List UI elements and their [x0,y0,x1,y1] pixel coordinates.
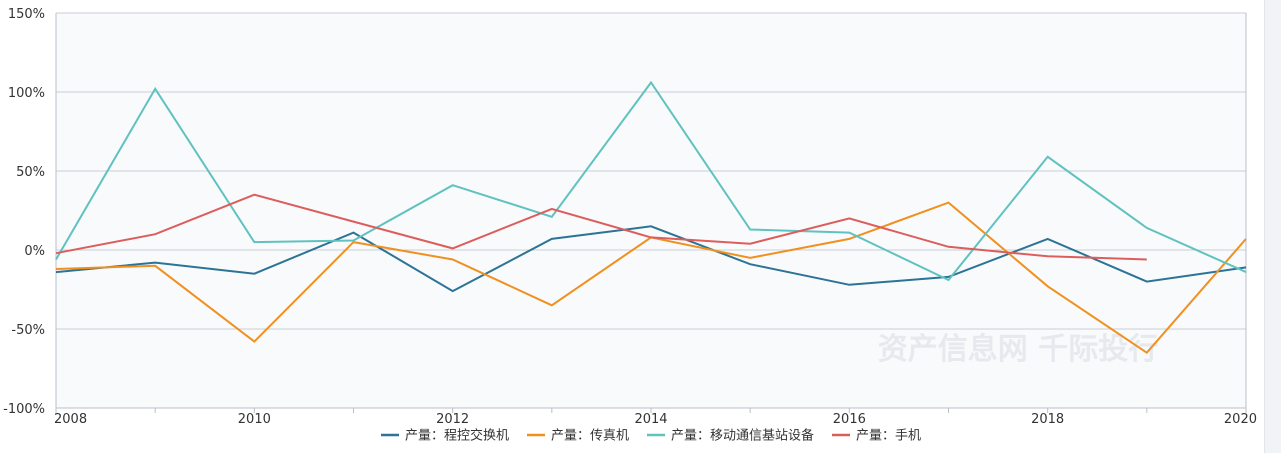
y-tick-label: -100% [3,402,45,417]
y-tick-label: 50% [16,165,45,180]
x-tick-label: 2016 [833,412,866,427]
x-tick-label: 2018 [1031,412,1064,427]
x-tick-label: 2010 [238,412,271,427]
legend-label: 产量：手机 [856,429,921,444]
watermark: 资产信息网 千际投行 [878,332,1158,367]
grid-lines [56,12,1246,330]
legend-label: 产量：程控交换机 [405,428,509,444]
legend-label: 产量：传真机 [551,429,629,444]
legend: 产量：程控交换机 产量：传真机 产量：移动通信基站设备 产量：手机 [381,428,921,444]
y-tick-label: 0% [24,244,45,259]
series-line-1 [55,225,1247,293]
x-tick-label: 2014 [634,412,667,427]
series-line-4 [55,193,1147,261]
x-tick-label: 2020 [1224,412,1257,427]
y-tick-label: -50% [11,323,45,338]
x-tick-label: 2012 [436,412,469,427]
legend-item-3[interactable]: 产量：移动通信基站设备 [647,428,814,444]
y-tick-label: 150% [8,7,45,22]
legend-label: 产量：移动通信基站设备 [671,428,814,444]
legend-item-2[interactable]: 产量：传真机 [527,429,629,444]
x-tick-label: 2008 [54,412,87,427]
right-scrollbar[interactable] [1264,0,1281,453]
legend-item-4[interactable]: 产量：手机 [832,429,921,444]
axes: 150% 100% 50% 0% -50% -100% 2008 2010 2012 2014 20… [3,7,1257,427]
y-tick-label: 100% [8,86,45,101]
series-line-3 [55,80,1247,282]
legend-item-1[interactable]: 产量：程控交换机 [381,428,509,444]
series-lines [55,80,1247,355]
